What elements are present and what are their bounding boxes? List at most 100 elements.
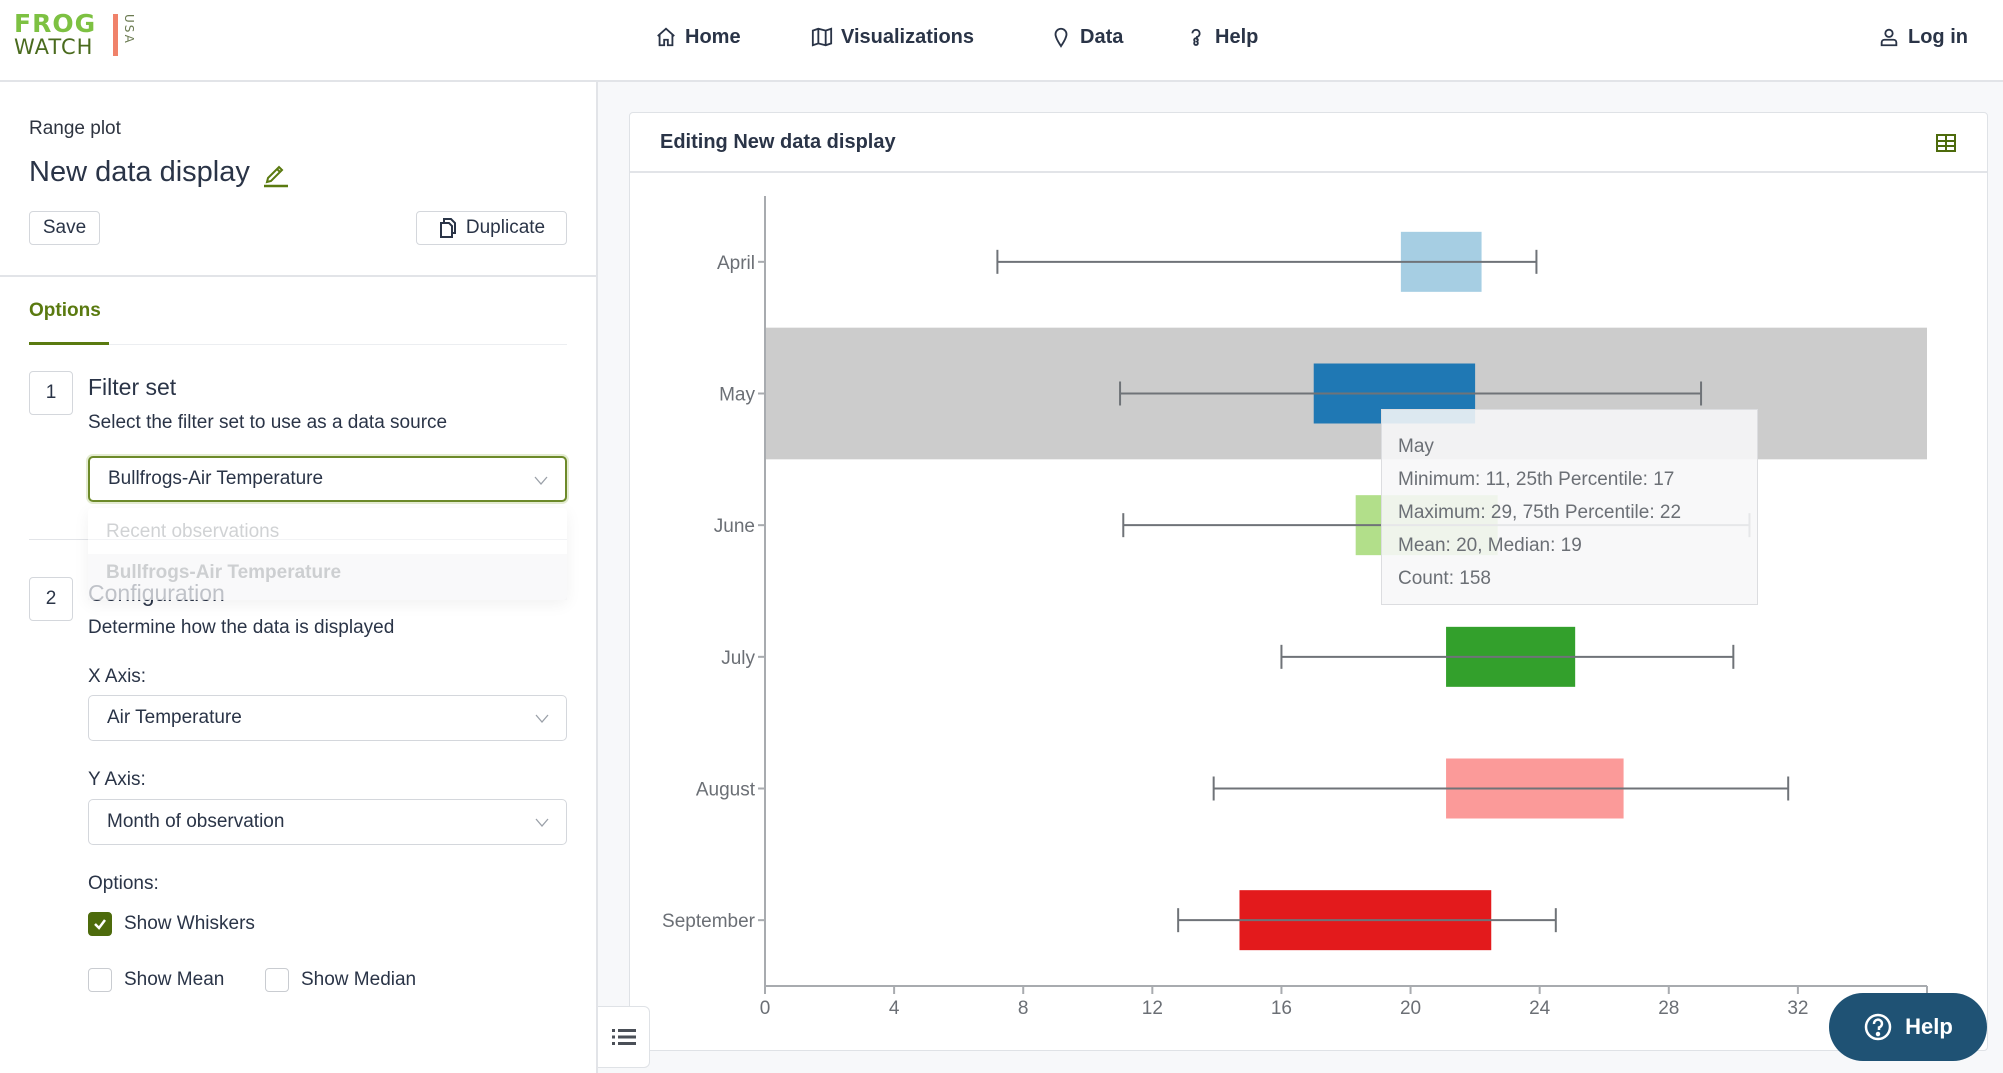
save-button-label: Save — [42, 217, 87, 238]
step-1-description: Select the filter set to use as a data s… — [88, 412, 448, 433]
show-whiskers-checkbox[interactable]: Show Whiskers — [88, 912, 255, 936]
chart-tooltip: May Minimum: 11, 25th Percentile: 17 Max… — [1381, 409, 1758, 605]
tab-bar-line — [29, 344, 567, 345]
checkbox-checked[interactable] — [88, 912, 112, 936]
check-icon — [94, 919, 106, 930]
range-plot-chart: April May June July August September 0 4 8 12 16 20… — [662, 196, 1928, 1019]
y-axis-value: Month of observation — [107, 811, 285, 832]
duplicate-button-label: Duplicate — [465, 217, 546, 238]
chevron-down-icon — [535, 714, 549, 723]
help-icon — [1191, 28, 1201, 46]
x-tick-label: 24 — [1529, 998, 1551, 1019]
x-tick-label: 32 — [1787, 998, 1808, 1019]
legend-toggle-button[interactable] — [598, 1006, 650, 1068]
chart-panel: Editing New data display April May June Jul… — [629, 112, 1988, 1051]
help-floating-button[interactable]: Help — [1829, 993, 1987, 1061]
tooltip-line: Count: 158 — [1398, 568, 1491, 589]
nav-data-label: Data — [1080, 25, 1124, 48]
x-axis-value: Air Temperature — [107, 707, 242, 728]
x-tick-label: 16 — [1271, 998, 1292, 1019]
step-2-number: 2 — [29, 577, 73, 621]
tooltip-title: May — [1398, 436, 1434, 457]
x-tick-label: 28 — [1658, 998, 1679, 1019]
checkbox-unchecked[interactable] — [265, 968, 289, 992]
x-tick-label: 8 — [1018, 998, 1029, 1019]
y-tick-label: August — [696, 780, 756, 801]
pencil-icon[interactable] — [260, 158, 290, 188]
x-axis-label: X Axis: — [88, 666, 147, 687]
nav-visualizations[interactable]: Visualizations — [811, 22, 974, 52]
range-mark-september[interactable] — [1177, 890, 1557, 951]
map-icon — [811, 27, 833, 47]
range-mark-april[interactable] — [996, 231, 1538, 292]
top-navbar: FROG WATCH USA Home Visualizations Data … — [0, 0, 2003, 82]
duplicate-button[interactable]: Duplicate — [416, 211, 567, 245]
x-tick-label: 20 — [1400, 998, 1421, 1019]
tooltip-line: Mean: 20, Median: 19 — [1398, 535, 1582, 556]
filter-set-option[interactable]: Bullfrogs-Air Temperature — [106, 562, 342, 583]
sidebar-divider — [0, 275, 597, 277]
y-axis-label: Y Axis: — [88, 769, 146, 790]
map-pin-icon — [1054, 27, 1068, 48]
filter-set-option[interactable]: Recent observations — [106, 521, 280, 542]
tooltip-line: Maximum: 29, 75th Percentile: 22 — [1398, 502, 1682, 523]
y-tick-label: September — [662, 911, 756, 932]
tab-options[interactable]: Options — [29, 300, 101, 321]
list-icon — [611, 1029, 636, 1045]
x-tick-label: 0 — [760, 998, 771, 1019]
show-median-checkbox[interactable]: Show Median — [265, 968, 416, 992]
login-label: Log in — [1908, 25, 1968, 48]
filter-set-menu-highlight — [88, 554, 567, 600]
home-icon — [657, 27, 675, 47]
chevron-down-icon — [535, 818, 549, 827]
show-mean-checkbox[interactable]: Show Mean — [88, 968, 224, 992]
display-title-text: New data display — [29, 156, 250, 188]
x-tick-label: 12 — [1142, 998, 1163, 1019]
panel-title: Editing New data display — [660, 131, 896, 153]
y-tick-label: July — [721, 648, 755, 669]
x-axis-select[interactable]: Air Temperature — [88, 695, 567, 741]
nav-visualizations-label: Visualizations — [841, 25, 975, 48]
logo-watch-text: WATCH — [14, 35, 94, 59]
show-whiskers-label: Show Whiskers — [124, 913, 255, 934]
step-1-number: 1 — [29, 371, 73, 415]
filter-set-menu: Recent observations Bullfrogs-Air Temper… — [88, 508, 567, 600]
plot-type-label: Range plot — [29, 118, 121, 139]
filter-set-select[interactable]: Bullfrogs-Air Temperature — [88, 456, 567, 502]
logo-bar — [113, 14, 118, 56]
x-tick-label: 4 — [889, 998, 900, 1019]
options-label: Options: — [88, 873, 159, 894]
user-icon — [1880, 28, 1898, 47]
nav-help[interactable]: Help — [1185, 22, 1258, 52]
frogwatch-logo[interactable]: FROG WATCH USA — [14, 9, 144, 60]
y-tick-label: June — [714, 516, 755, 537]
range-mark-august[interactable] — [1212, 758, 1790, 819]
step-1-title: Filter set — [88, 374, 177, 400]
question-circle-icon — [1864, 1013, 1892, 1041]
nav-help-label: Help — [1215, 25, 1259, 48]
filter-set-value: Bullfrogs-Air Temperature — [108, 468, 324, 489]
nav-home-label: Home — [685, 25, 741, 48]
range-mark-july[interactable] — [1280, 626, 1735, 687]
login-button[interactable]: Log in — [1878, 22, 1968, 52]
y-tick-label: April — [717, 253, 755, 274]
y-axis-select[interactable]: Month of observation — [88, 799, 567, 845]
help-floating-label: Help — [1905, 1014, 1953, 1039]
panel-header: Editing New data display — [630, 113, 1987, 173]
copy-icon — [439, 218, 456, 238]
show-median-label: Show Median — [301, 969, 417, 990]
step-2-description: Determine how the data is displayed — [88, 617, 395, 638]
display-title: New data display — [29, 156, 290, 189]
nav-data[interactable]: Data — [1050, 22, 1123, 52]
y-tick-label: May — [719, 385, 755, 406]
nav-home[interactable]: Home — [655, 22, 741, 52]
save-button[interactable]: Save — [29, 211, 100, 245]
show-mean-label: Show Mean — [124, 969, 225, 990]
tab-options-underline — [29, 342, 109, 345]
checkbox-unchecked[interactable] — [88, 968, 112, 992]
table-icon[interactable] — [1935, 132, 1957, 154]
tooltip-line: Minimum: 11, 25th Percentile: 17 — [1398, 469, 1675, 490]
chevron-down-icon — [534, 476, 548, 485]
logo-usa-text: USA — [122, 14, 136, 45]
logo-frog-text: FROG — [14, 9, 97, 38]
